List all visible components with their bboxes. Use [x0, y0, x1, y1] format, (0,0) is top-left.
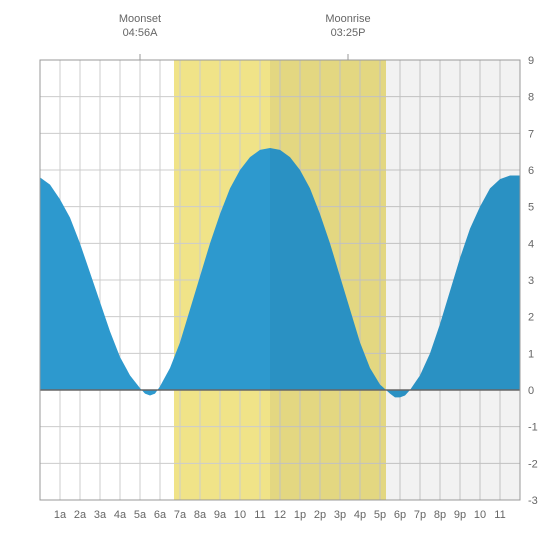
chart-svg: -3-2-101234567891a2a3a4a5a6a7a8a9a101112… [0, 0, 550, 550]
annotation-label: Moonrise [325, 13, 370, 25]
x-tick-label: 12 [274, 509, 286, 521]
x-tick-label: 4p [354, 509, 366, 521]
x-tick-label: 9a [214, 509, 227, 521]
y-tick-label: 8 [528, 92, 534, 104]
x-tick-label: 9p [454, 509, 466, 521]
y-tick-label: 3 [528, 275, 534, 287]
x-tick-label: 5p [374, 509, 386, 521]
y-tick-label: 1 [528, 348, 534, 360]
x-tick-label: 3a [94, 509, 107, 521]
x-tick-label: 7a [174, 509, 187, 521]
y-tick-label: 4 [528, 238, 534, 250]
y-tick-label: 6 [528, 165, 534, 177]
x-tick-label: 10 [474, 509, 486, 521]
x-tick-label: 10 [234, 509, 246, 521]
x-tick-label: 8p [434, 509, 446, 521]
x-tick-label: 6p [394, 509, 406, 521]
y-tick-label: 2 [528, 312, 534, 324]
annotation-time: 03:25P [331, 27, 366, 39]
y-tick-label: -3 [528, 495, 538, 507]
y-tick-label: -1 [528, 422, 538, 434]
y-tick-label: 5 [528, 202, 534, 214]
y-tick-label: 7 [528, 128, 534, 140]
annotation-label: Moonset [119, 13, 161, 25]
x-tick-label: 11 [254, 509, 265, 521]
x-tick-label: 1p [294, 509, 306, 521]
y-tick-label: 0 [528, 385, 534, 397]
x-tick-label: 2p [314, 509, 326, 521]
x-tick-label: 1a [54, 509, 67, 521]
x-tick-label: 7p [414, 509, 426, 521]
x-tick-label: 6a [154, 509, 167, 521]
x-tick-label: 5a [134, 509, 147, 521]
x-tick-label: 11 [494, 509, 505, 521]
tide-chart: -3-2-101234567891a2a3a4a5a6a7a8a9a101112… [0, 0, 550, 550]
y-tick-label: -2 [528, 458, 538, 470]
annotation-time: 04:56A [123, 27, 159, 39]
x-tick-label: 4a [114, 509, 127, 521]
x-tick-label: 2a [74, 509, 87, 521]
x-tick-label: 8a [194, 509, 207, 521]
y-tick-label: 9 [528, 55, 534, 67]
x-tick-label: 3p [334, 509, 346, 521]
